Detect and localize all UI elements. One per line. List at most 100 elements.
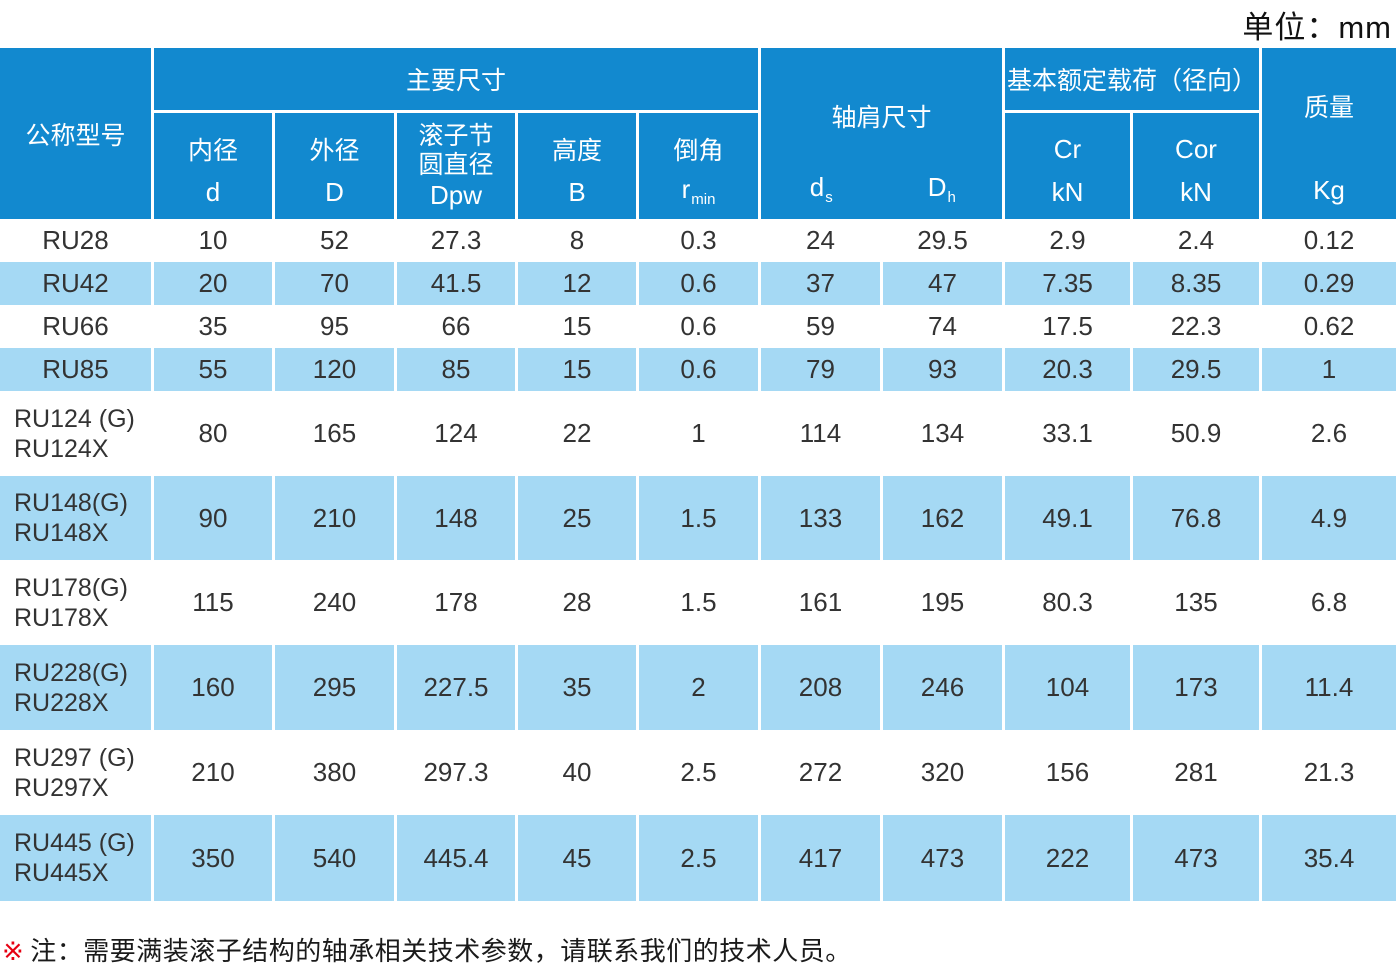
value-cell-Dpw: 148 bbox=[397, 476, 515, 560]
model-cell: RU42 bbox=[0, 262, 151, 305]
value-cell-Dpw: 27.3 bbox=[397, 219, 515, 262]
value-cell-d: 80 bbox=[154, 391, 272, 476]
header-main-dimensions: 主要尺寸 bbox=[154, 48, 758, 113]
value-cell-Dh: 74 bbox=[883, 305, 1002, 348]
value-cell-B: 12 bbox=[518, 262, 636, 305]
footnote-text: 注：需要满装滚子结构的轴承相关技术参数，请联系我们的技术人员。 bbox=[30, 936, 852, 966]
header-inner-diameter: 内径 d bbox=[154, 113, 272, 219]
header-outer-diameter-symbol: D bbox=[325, 177, 344, 207]
value-cell-Cor: 76.8 bbox=[1133, 476, 1259, 560]
model-cell: RU178(G) RU178X bbox=[0, 560, 151, 645]
header-chamfer: 倒角 rmin bbox=[639, 113, 758, 219]
value-cell-rmin: 0.6 bbox=[639, 305, 758, 348]
value-cell-Cr: 222 bbox=[1005, 815, 1130, 901]
value-cell-B: 35 bbox=[518, 645, 636, 730]
value-cell-rmin: 0.3 bbox=[639, 219, 758, 262]
value-cell-ds: 114 bbox=[761, 391, 880, 476]
footnote: ※ 注：需要满装滚子结构的轴承相关技术参数，请联系我们的技术人员。 bbox=[2, 931, 852, 968]
value-cell-D: 70 bbox=[275, 262, 394, 305]
value-cell-d: 350 bbox=[154, 815, 272, 901]
value-cell-Dh: 246 bbox=[883, 645, 1002, 730]
value-cell-Cor: 281 bbox=[1133, 730, 1259, 815]
value-cell-D: 240 bbox=[275, 560, 394, 645]
value-cell-ds: 59 bbox=[761, 305, 880, 348]
value-cell-Kg: 0.29 bbox=[1262, 262, 1396, 305]
header-mass-label: 质量 bbox=[1303, 94, 1354, 122]
value-cell-D: 540 bbox=[275, 815, 394, 901]
model-cell: RU445 (G) RU445X bbox=[0, 815, 151, 901]
value-cell-Cor: 50.9 bbox=[1133, 391, 1259, 476]
header-chamfer-symbol: rmin bbox=[681, 173, 716, 208]
value-cell-Dh: 195 bbox=[883, 560, 1002, 645]
value-cell-B: 15 bbox=[518, 348, 636, 391]
header-shoulder-dh-symbol: Dh bbox=[927, 171, 956, 206]
footnote-marker: ※ bbox=[2, 936, 25, 966]
value-cell-Kg: 6.8 bbox=[1262, 560, 1396, 645]
header-height-label: 高度 bbox=[551, 137, 602, 165]
value-cell-Cor: 173 bbox=[1133, 645, 1259, 730]
header-cor-unit: kN bbox=[1180, 177, 1212, 207]
value-cell-rmin: 2.5 bbox=[639, 730, 758, 815]
model-cell: RU66 bbox=[0, 305, 151, 348]
header-model-label: 公称型号 bbox=[25, 121, 126, 150]
header-outer-diameter: 外径 D bbox=[275, 113, 394, 219]
model-cell: RU228(G) RU228X bbox=[0, 645, 151, 730]
value-cell-Kg: 0.62 bbox=[1262, 305, 1396, 348]
value-cell-Cr: 20.3 bbox=[1005, 348, 1130, 391]
value-cell-Cor: 135 bbox=[1133, 560, 1259, 645]
value-cell-D: 52 bbox=[275, 219, 394, 262]
value-cell-Cor: 2.4 bbox=[1133, 219, 1259, 262]
header-outer-diameter-label: 外径 bbox=[309, 137, 360, 165]
model-cell: RU28 bbox=[0, 219, 151, 262]
header-mass: 质量 Kg bbox=[1262, 48, 1396, 219]
value-cell-Dh: 47 bbox=[883, 262, 1002, 305]
header-main-dimensions-label: 主要尺寸 bbox=[405, 67, 506, 95]
value-cell-B: 25 bbox=[518, 476, 636, 560]
value-cell-Cr: 49.1 bbox=[1005, 476, 1130, 560]
value-cell-Kg: 4.9 bbox=[1262, 476, 1396, 560]
header-cr: Cr kN bbox=[1005, 113, 1130, 219]
value-cell-Cr: 156 bbox=[1005, 730, 1130, 815]
value-cell-Dpw: 124 bbox=[397, 391, 515, 476]
header-height-symbol: B bbox=[568, 177, 586, 207]
value-cell-D: 95 bbox=[275, 305, 394, 348]
value-cell-rmin: 2 bbox=[639, 645, 758, 730]
value-cell-ds: 133 bbox=[761, 476, 880, 560]
value-cell-Dpw: 227.5 bbox=[397, 645, 515, 730]
header-rated-load: 基本额定载荷（径向） bbox=[1005, 48, 1259, 113]
header-cor: Cor kN bbox=[1133, 113, 1259, 219]
value-cell-rmin: 0.6 bbox=[639, 348, 758, 391]
value-cell-D: 165 bbox=[275, 391, 394, 476]
value-cell-B: 15 bbox=[518, 305, 636, 348]
header-roller-pitch-diameter: 滚子节 圆直径 Dpw bbox=[397, 113, 515, 219]
unit-label: 单位：mm bbox=[1242, 10, 1392, 45]
header-chamfer-label: 倒角 bbox=[673, 137, 724, 165]
header-roller-pitch-label-line1: 滚子节 bbox=[418, 122, 494, 150]
header-cr-unit: kN bbox=[1051, 177, 1084, 207]
header-roller-pitch-symbol: Dpw bbox=[429, 180, 482, 210]
spec-table: 公称型号 主要尺寸 内径 d 外径 D 滚子节 圆直径 Dpw 高度 B 倒角 … bbox=[0, 48, 1396, 901]
model-cell: RU148(G) RU148X bbox=[0, 476, 151, 560]
value-cell-Cr: 17.5 bbox=[1005, 305, 1130, 348]
value-cell-Dpw: 178 bbox=[397, 560, 515, 645]
value-cell-rmin: 0.6 bbox=[639, 262, 758, 305]
value-cell-D: 210 bbox=[275, 476, 394, 560]
value-cell-Cor: 8.35 bbox=[1133, 262, 1259, 305]
value-cell-d: 115 bbox=[154, 560, 272, 645]
value-cell-d: 55 bbox=[154, 348, 272, 391]
header-cor-symbol: Cor bbox=[1175, 134, 1217, 164]
value-cell-Kg: 1 bbox=[1262, 348, 1396, 391]
value-cell-rmin: 1.5 bbox=[639, 560, 758, 645]
value-cell-Kg: 2.6 bbox=[1262, 391, 1396, 476]
model-cell: RU124 (G) RU124X bbox=[0, 391, 151, 476]
value-cell-Dh: 320 bbox=[883, 730, 1002, 815]
value-cell-ds: 272 bbox=[761, 730, 880, 815]
header-shoulder-symbols: ds Dh bbox=[761, 172, 1002, 206]
value-cell-D: 120 bbox=[275, 348, 394, 391]
value-cell-ds: 24 bbox=[761, 219, 880, 262]
value-cell-Cr: 104 bbox=[1005, 645, 1130, 730]
value-cell-Kg: 35.4 bbox=[1262, 815, 1396, 901]
value-cell-Cr: 2.9 bbox=[1005, 219, 1130, 262]
header-rated-load-label: 基本额定载荷（径向） bbox=[1006, 67, 1257, 95]
value-cell-ds: 79 bbox=[761, 348, 880, 391]
